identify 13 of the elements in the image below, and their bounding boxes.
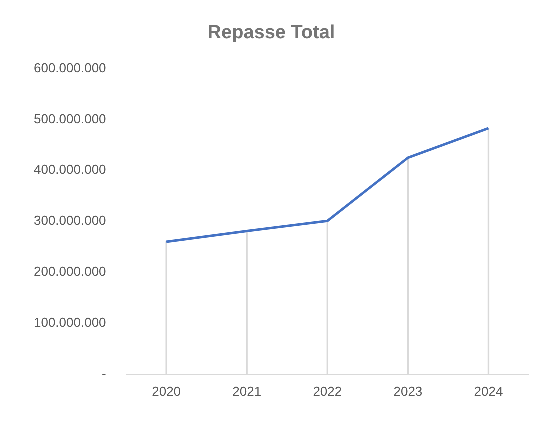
y-tick-label: 500.000.000 xyxy=(34,111,106,126)
x-tick-label: 2023 xyxy=(394,384,423,399)
y-tick-label: - xyxy=(102,366,106,381)
chart-title: Repasse Total xyxy=(208,22,336,44)
x-tick-label: 2024 xyxy=(474,384,504,399)
x-tick-label: 2020 xyxy=(152,384,182,399)
x-tick-label: 2022 xyxy=(313,384,342,399)
y-tick-label: 600.000.000 xyxy=(34,60,106,76)
y-tick-label: 200.000.000 xyxy=(34,264,106,280)
x-tick-label: 2021 xyxy=(232,384,262,399)
y-tick-label: 300.000.000 xyxy=(34,213,106,228)
y-tick-label: 100.000.000 xyxy=(34,315,106,330)
y-tick-label: 400.000.000 xyxy=(34,162,106,178)
